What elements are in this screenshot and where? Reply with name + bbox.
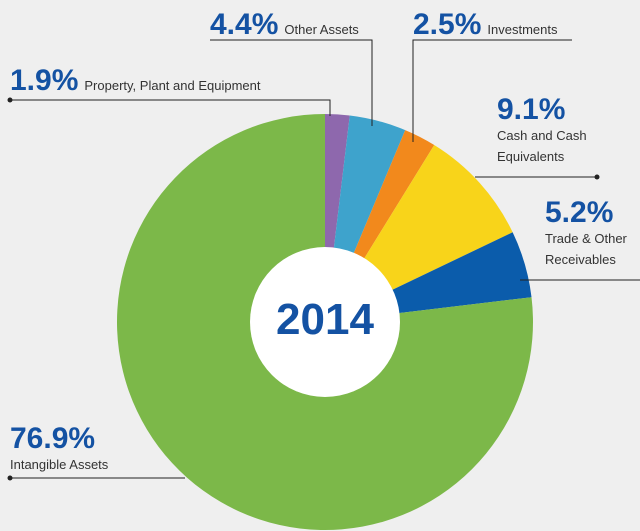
slice-label: 4.4% Other Assets — [210, 10, 390, 40]
leader-line — [10, 99, 331, 116]
category-label: Intangible Assets — [10, 457, 109, 472]
center-label: 2014 — [276, 295, 374, 344]
leader-line — [210, 39, 373, 126]
slice-label: 1.9% Property, Plant and Equipment — [10, 66, 330, 96]
value-label: 76.9% — [10, 422, 96, 455]
donut-hole — [250, 247, 400, 397]
leader-dot — [7, 97, 13, 103]
slice-label: 9.1% Cash and Cash Equivalents — [497, 95, 597, 167]
value-label: 4.4% — [210, 8, 279, 41]
leader-line — [412, 39, 572, 142]
leader-dot — [594, 174, 600, 180]
category-label: Investments — [487, 22, 558, 37]
slice-label: 5.2% Trade & Other Receivables — [545, 198, 640, 270]
slice-label: 76.9% Intangible Assets — [10, 424, 185, 475]
category-label: Other Assets — [284, 22, 359, 37]
value-label: 1.9% — [10, 64, 79, 97]
slice-label: 2.5% Investments — [413, 10, 593, 40]
category-label: Trade & Other Receivables — [545, 231, 627, 267]
value-label: 5.2% — [545, 196, 614, 229]
category-label: Property, Plant and Equipment — [84, 78, 261, 93]
value-label: 9.1% — [497, 93, 566, 126]
category-label: Cash and Cash Equivalents — [497, 128, 587, 164]
value-label: 2.5% — [413, 8, 482, 41]
leader-dot — [7, 475, 13, 481]
